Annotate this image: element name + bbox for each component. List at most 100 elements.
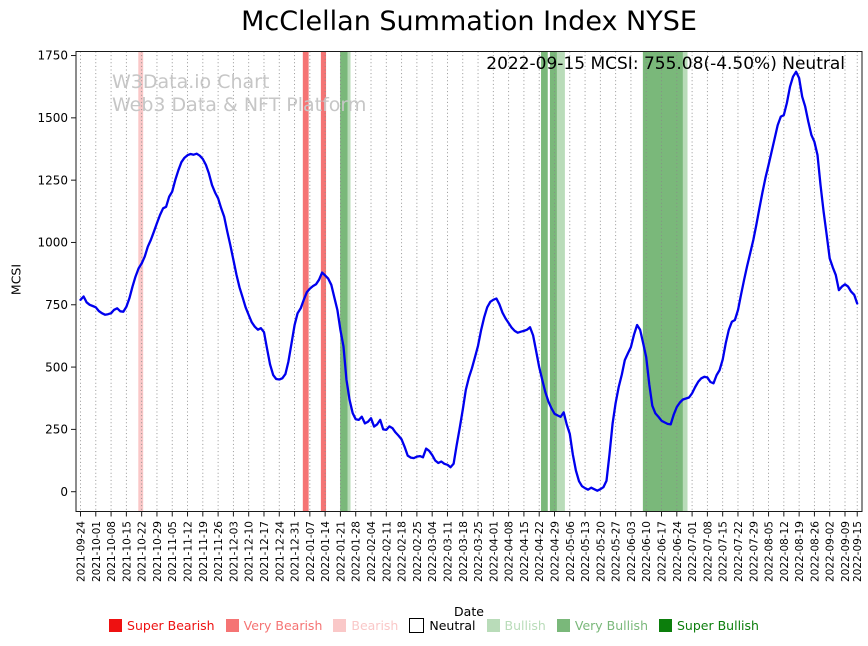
x-tick-label: 2022-01-21 bbox=[335, 521, 347, 582]
latest-value-annotation: 2022-09-15 MCSI: 755.08(-4.50%) Neutral bbox=[486, 54, 845, 74]
x-tick-label: 2022-05-27 bbox=[611, 521, 623, 582]
sentiment-band-bearish bbox=[138, 51, 144, 512]
x-tick-label: 2021-10-01 bbox=[91, 521, 103, 582]
sentiment-band-very_bullish bbox=[541, 51, 548, 512]
x-tick-label: 2021-11-05 bbox=[167, 521, 179, 582]
y-tick-label: 500 bbox=[45, 360, 68, 374]
sentiment-band-bullish bbox=[556, 51, 565, 512]
legend-item-neutral: Neutral bbox=[409, 618, 476, 633]
x-tick-label: 2022-04-01 bbox=[488, 521, 500, 582]
legend-label-neutral: Neutral bbox=[429, 618, 476, 633]
x-tick-label: 2022-09-02 bbox=[825, 521, 837, 582]
x-tick-label: 2022-01-28 bbox=[351, 521, 363, 582]
x-tick-label: 2021-12-10 bbox=[244, 521, 256, 582]
x-tick-label: 2022-09-09 bbox=[840, 521, 852, 582]
x-tick-label: 2022-03-04 bbox=[427, 521, 439, 582]
sentiment-band-very_bearish bbox=[302, 51, 309, 512]
y-tick-label: 1500 bbox=[37, 111, 68, 125]
x-tick-label: 2021-11-12 bbox=[183, 521, 195, 582]
x-tick-label: 2022-07-01 bbox=[687, 521, 699, 582]
legend-item-super_bullish: Super Bullish bbox=[659, 618, 759, 633]
x-tick-label: 2022-04-08 bbox=[504, 521, 516, 582]
y-tick-label: 1750 bbox=[37, 49, 68, 63]
legend-label-super_bullish: Super Bullish bbox=[677, 618, 759, 633]
x-tick-label: 2021-11-26 bbox=[213, 521, 225, 582]
x-tick-label: 2021-11-19 bbox=[198, 521, 210, 582]
legend-item-bearish: Bearish bbox=[333, 618, 398, 633]
sentiment-band-bullish bbox=[347, 51, 351, 512]
x-tick-label: 2022-01-07 bbox=[305, 521, 317, 582]
axes-frame bbox=[75, 51, 863, 512]
x-tick-label: 2021-12-31 bbox=[290, 521, 302, 582]
watermark-line1: W3Data.io Chart bbox=[112, 71, 270, 93]
x-tick-label: 2022-09-15 bbox=[852, 521, 864, 582]
y-axis-label: MCSI bbox=[8, 263, 24, 296]
legend-label-super_bearish: Super Bearish bbox=[127, 618, 215, 633]
legend-swatch-super_bearish-icon bbox=[109, 619, 123, 632]
legend: Super Bearish Very Bearish Bearish Neutral B… bbox=[0, 618, 868, 633]
chart-title: McClellan Summation Index NYSE bbox=[241, 6, 697, 37]
x-tick-label: 2022-08-26 bbox=[809, 521, 821, 582]
watermark-line2: Web3 Data & NFT Platform bbox=[112, 94, 367, 116]
x-tick-label: 2022-08-12 bbox=[779, 521, 791, 582]
x-tick-label: 2022-05-20 bbox=[595, 521, 607, 582]
legend-swatch-bearish-icon bbox=[333, 619, 347, 632]
x-tick-label: 2022-07-08 bbox=[702, 521, 714, 582]
x-tick-label: 2021-10-08 bbox=[106, 521, 118, 582]
x-tick-label: 2022-07-29 bbox=[748, 521, 760, 582]
legend-swatch-very_bearish-icon bbox=[225, 619, 239, 632]
x-tick-label: 2022-06-03 bbox=[626, 521, 638, 582]
y-tick-label: 0 bbox=[60, 485, 68, 499]
sentiment-band-very_bullish bbox=[549, 51, 557, 512]
legend-item-very_bullish: Very Bullish bbox=[556, 618, 648, 633]
y-tick-label: 750 bbox=[45, 298, 68, 312]
legend-swatch-super_bullish-icon bbox=[659, 619, 672, 632]
x-tick-label: 2022-06-24 bbox=[672, 521, 684, 582]
x-tick-label: 2022-02-04 bbox=[366, 521, 378, 582]
x-tick-label: 2022-05-06 bbox=[565, 521, 577, 582]
x-tick-label: 2021-12-17 bbox=[259, 521, 271, 582]
x-tick-label: 2022-02-25 bbox=[412, 521, 424, 582]
x-tick-label: 2022-08-19 bbox=[794, 521, 806, 582]
y-tick-label: 1000 bbox=[37, 236, 68, 250]
x-tick-label: 2021-12-24 bbox=[274, 521, 286, 582]
x-tick-label: 2022-04-22 bbox=[534, 521, 546, 582]
sentiment-band-very_bullish bbox=[642, 51, 683, 512]
sentiment-band-very_bearish bbox=[320, 51, 327, 512]
x-tick-label: 2022-07-22 bbox=[733, 521, 745, 582]
legend-item-bullish: Bullish bbox=[486, 618, 546, 633]
x-tick-label: 2022-06-10 bbox=[641, 521, 653, 582]
x-tick-label: 2022-04-15 bbox=[519, 521, 531, 582]
x-axis-label: Date bbox=[454, 604, 484, 619]
x-tick-label: 2022-04-29 bbox=[549, 521, 561, 582]
x-tick-label: 2021-10-22 bbox=[137, 521, 149, 582]
legend-label-very_bearish: Very Bearish bbox=[243, 618, 323, 633]
y-tick-label: 1250 bbox=[37, 173, 68, 187]
x-tick-label: 2022-01-14 bbox=[320, 521, 332, 582]
x-tick-label: 2022-03-25 bbox=[473, 521, 485, 582]
legend-swatch-very_bullish-icon bbox=[556, 619, 570, 632]
x-tick-label: 2022-02-11 bbox=[381, 521, 393, 582]
x-tick-label: 2022-02-18 bbox=[397, 521, 409, 582]
x-tick-label: 2022-07-15 bbox=[718, 521, 730, 582]
sentiment-band-bullish bbox=[682, 51, 688, 512]
x-tick-label: 2022-06-17 bbox=[657, 521, 669, 582]
legend-swatch-bullish-icon bbox=[486, 619, 500, 632]
legend-label-bullish: Bullish bbox=[504, 618, 546, 633]
mcsi-line-series bbox=[79, 70, 859, 492]
x-tick-label: 2021-10-29 bbox=[152, 521, 164, 582]
legend-item-super_bearish: Super Bearish bbox=[109, 618, 215, 633]
watermark: W3Data.io Chart Web3 Data & NFT Platform bbox=[112, 71, 366, 117]
x-tick-label: 2022-03-18 bbox=[458, 521, 470, 582]
x-tick-label: 2022-05-13 bbox=[580, 521, 592, 582]
x-tick-label: 2021-09-24 bbox=[76, 521, 88, 582]
x-tick-label: 2021-10-15 bbox=[121, 521, 133, 582]
y-tick-label: 250 bbox=[45, 423, 68, 437]
legend-label-very_bullish: Very Bullish bbox=[574, 618, 648, 633]
legend-swatch-neutral-icon bbox=[409, 618, 425, 633]
legend-label-bearish: Bearish bbox=[351, 618, 399, 633]
x-tick-label: 2022-03-11 bbox=[442, 521, 454, 582]
x-tick-label: 2022-08-05 bbox=[764, 521, 776, 582]
